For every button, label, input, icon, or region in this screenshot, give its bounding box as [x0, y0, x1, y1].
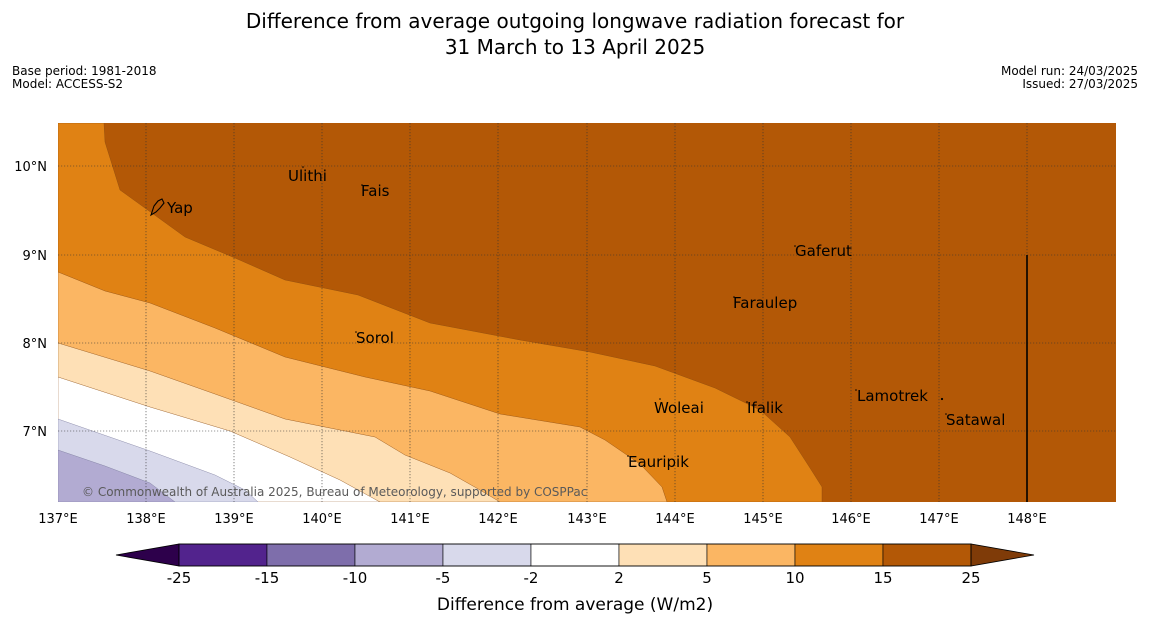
island-dot	[659, 398, 661, 400]
lat-label: 8°N	[23, 337, 48, 352]
lon-label: 140°E	[302, 512, 342, 527]
colorbar: -25 -15 -10 -5 -2 2 5 10 15 25 Difference from av…	[115, 543, 1035, 615]
place-label-ulithi: Ulithi	[288, 167, 327, 185]
colorbar-tick-label: 5	[702, 569, 712, 587]
island-dot	[733, 296, 735, 298]
lon-label: 141°E	[390, 512, 430, 527]
island-dot	[302, 166, 304, 168]
island-dot	[627, 455, 629, 457]
longitude-labels: 137°E 138°E 139°E 140°E 141°E 142°E 143°…	[38, 512, 1047, 527]
colorbar-segment	[266, 543, 356, 567]
place-label-fais: Fais	[361, 182, 390, 200]
colorbar-ticks: -25 -15 -10 -5 -2 2 5 10 15 25	[167, 569, 981, 587]
place-label-lamotrek: Lamotrek	[857, 387, 928, 405]
gridlines	[58, 123, 1116, 502]
colorbar-tick-label: -25	[167, 569, 192, 587]
lon-label: 147°E	[919, 512, 959, 527]
island-dot	[355, 331, 357, 333]
place-label-gaferut: Gaferut	[795, 242, 852, 260]
colorbar-frame	[178, 543, 972, 567]
meta-right: Model run: 24/03/2025 Issued: 27/03/2025	[1001, 65, 1138, 91]
colorbar-segment	[706, 543, 796, 567]
island-dot	[794, 245, 796, 247]
island-dot	[746, 401, 748, 403]
issued-text: Issued: 27/03/2025	[1022, 77, 1138, 91]
island-dot	[940, 397, 944, 401]
anomaly-map: © Commonwealth of Australia 2025, Bureau…	[58, 123, 1116, 502]
place-label-satawal: Satawal	[946, 411, 1005, 429]
latitude-labels: 10°N 9°N 8°N 7°N	[14, 160, 47, 440]
lon-label: 146°E	[831, 512, 871, 527]
lon-label: 139°E	[214, 512, 254, 527]
colorbar-segment	[354, 543, 444, 567]
island-dot	[361, 184, 363, 186]
colorbar-extend-low	[115, 543, 180, 567]
lat-label: 10°N	[14, 160, 47, 175]
place-label-sorol: Sorol	[356, 329, 394, 347]
lon-label: 143°E	[567, 512, 607, 527]
colorbar-tick-label: 2	[614, 569, 624, 587]
place-label-ifalik: Ifalik	[747, 399, 783, 417]
copyright-text: © Commonwealth of Australia 2025, Bureau…	[82, 485, 587, 499]
title-line-2: 31 March to 13 April 2025	[444, 35, 706, 59]
place-label-woleai: Woleai	[654, 399, 704, 417]
lon-label: 138°E	[126, 512, 166, 527]
colorbar-segment	[618, 543, 708, 567]
lon-label: 148°E	[1007, 512, 1047, 527]
colorbar-segment	[882, 543, 972, 567]
lon-label: 142°E	[478, 512, 518, 527]
place-label-faraulep: Faraulep	[733, 294, 797, 312]
lon-label: 137°E	[38, 512, 78, 527]
title-line-1: Difference from average outgoing longwav…	[245, 9, 905, 33]
place-label-yap: Yap	[166, 199, 193, 217]
lon-label: 145°E	[743, 512, 783, 527]
island-dot	[945, 413, 947, 415]
colorbar-tick-label: -10	[343, 569, 368, 587]
colorbar-segment	[442, 543, 532, 567]
colorbar-segment	[530, 543, 620, 567]
colorbar-tick-label: 25	[961, 569, 980, 587]
place-label-eauripik: Eauripik	[628, 453, 689, 471]
lon-label: 144°E	[655, 512, 695, 527]
colorbar-segment	[178, 543, 268, 567]
meta-left: Base period: 1981-2018 Model: ACCESS-S2	[12, 65, 157, 91]
base-period-text: Base period: 1981-2018	[12, 64, 157, 78]
lat-label: 7°N	[23, 425, 48, 440]
lat-label: 9°N	[23, 249, 48, 264]
model-run-text: Model run: 24/03/2025	[1000, 64, 1138, 78]
colorbar-tick-label: 10	[785, 569, 804, 587]
yap-island-outline	[150, 198, 165, 217]
colorbar-tick-label: -5	[436, 569, 451, 587]
colorbar-tick-label: -2	[524, 569, 539, 587]
colorbar-tick-label: 15	[873, 569, 892, 587]
colorbar-tick-label: -15	[255, 569, 280, 587]
colorbar-segment	[794, 543, 884, 567]
colorbar-label: Difference from average (W/m2)	[437, 595, 713, 615]
island-dot	[855, 389, 857, 391]
colorbar-extend-high	[970, 543, 1035, 567]
colorbar-segments	[178, 543, 972, 567]
map-title: Difference from average outgoing longwav…	[0, 8, 1150, 60]
place-labels: Yap Ulithi Fais Gaferut Faraulep Sorol W…	[166, 167, 1005, 471]
model-text: Model: ACCESS-S2	[12, 77, 124, 91]
